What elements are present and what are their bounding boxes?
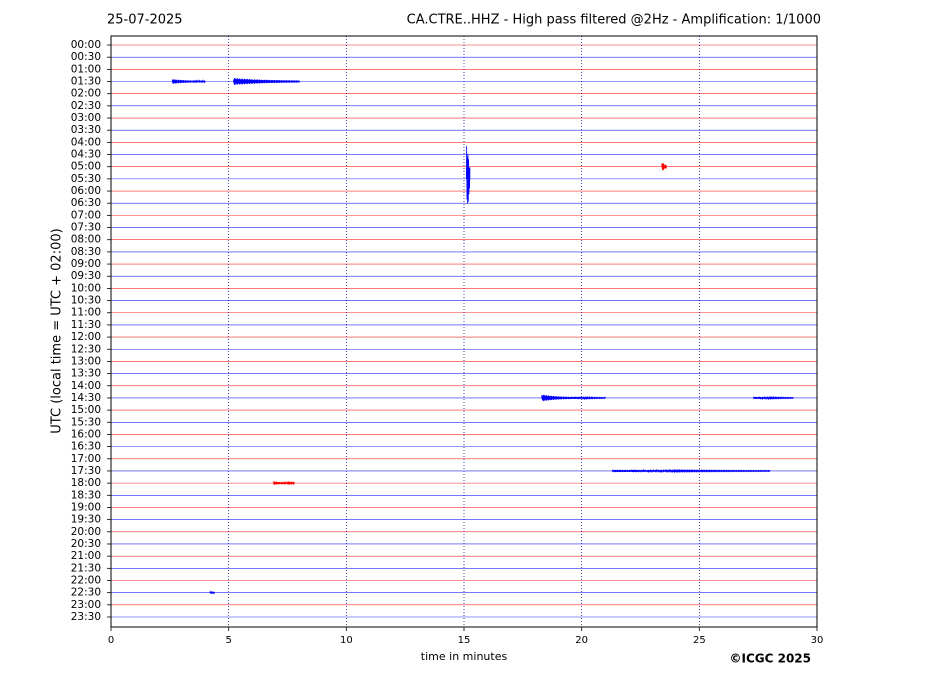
seismic-event <box>571 395 606 401</box>
seismic-event <box>611 468 771 474</box>
x-tick-label: 10 <box>340 635 353 646</box>
y-tick-label: 22:00 <box>71 574 101 586</box>
y-tick-label: 17:30 <box>71 465 101 477</box>
date: 25-07-2025 <box>107 13 183 28</box>
y-tick-label: 23:30 <box>71 611 101 623</box>
y-tick-label: 05:00 <box>71 161 101 173</box>
copyright: ©ICGC 2025 <box>729 652 811 666</box>
y-tick-label: 07:00 <box>71 209 101 221</box>
x-tick-label: 30 <box>811 635 824 646</box>
y-tick-label: 00:00 <box>71 39 101 51</box>
y-tick-label: 09:30 <box>71 270 101 282</box>
y-tick-label: 12:00 <box>71 331 101 343</box>
seismic-event <box>465 145 471 204</box>
chart-title: CA.CTRE..HHZ - High pass filtered @2Hz -… <box>407 13 821 28</box>
y-tick-label: 21:30 <box>71 562 101 574</box>
y-tick-label: 00:30 <box>71 51 101 63</box>
y-tick-label: 02:00 <box>71 88 101 100</box>
y-tick-label: 11:00 <box>71 307 101 319</box>
y-axis-label: UTC (local time = UTC + 02:00) <box>50 228 65 433</box>
seismic-event <box>541 394 573 402</box>
y-tick-label: 04:00 <box>71 136 101 148</box>
seismic-event <box>209 590 215 595</box>
y-tick-label: 01:00 <box>71 63 101 75</box>
y-tick-label: 23:00 <box>71 599 101 611</box>
seismic-event <box>753 395 794 401</box>
y-tick-label: 10:00 <box>71 282 101 294</box>
y-tick-label: 14:00 <box>71 380 101 392</box>
y-tick-label: 07:30 <box>71 222 101 234</box>
y-tick-label: 15:30 <box>71 416 101 428</box>
x-tick-label: 0 <box>108 635 114 646</box>
y-tick-label: 10:30 <box>71 295 101 307</box>
y-tick-label: 16:30 <box>71 441 101 453</box>
y-tick-label: 06:30 <box>71 197 101 209</box>
y-tick-label: 19:00 <box>71 501 101 513</box>
y-tick-label: 08:30 <box>71 246 101 258</box>
x-tick-label: 5 <box>225 635 231 646</box>
y-tick-label: 20:30 <box>71 538 101 550</box>
seismic-event <box>272 480 295 486</box>
y-tick-label: 02:30 <box>71 100 101 112</box>
seismic-event <box>171 79 206 84</box>
x-tick-label: 25 <box>693 635 706 646</box>
seismic-event <box>232 78 300 86</box>
y-tick-label: 17:00 <box>71 453 101 465</box>
y-tick-label: 15:00 <box>71 404 101 416</box>
y-tick-label: 18:30 <box>71 489 101 501</box>
y-tick-label: 18:00 <box>71 477 101 489</box>
x-axis-label: time in minutes <box>421 650 508 663</box>
y-tick-label: 08:00 <box>71 234 101 246</box>
y-tick-label: 13:00 <box>71 355 101 367</box>
y-tick-label: 11:30 <box>71 319 101 331</box>
y-tick-label: 19:30 <box>71 514 101 526</box>
x-tick-label: 20 <box>575 635 588 646</box>
y-tick-label: 03:30 <box>71 124 101 136</box>
y-tick-label: 06:00 <box>71 185 101 197</box>
y-tick-label: 20:00 <box>71 526 101 538</box>
seismic-event <box>661 163 667 171</box>
y-tick-label: 12:30 <box>71 343 101 355</box>
y-tick-label: 03:00 <box>71 112 101 124</box>
y-tick-label: 14:30 <box>71 392 101 404</box>
y-tick-label: 22:30 <box>71 587 101 599</box>
y-tick-label: 16:00 <box>71 428 101 440</box>
plot-frame <box>110 35 818 628</box>
y-tick-label: 21:00 <box>71 550 101 562</box>
y-tick-label: 01:30 <box>71 76 101 88</box>
x-tick-label: 15 <box>458 635 471 646</box>
y-tick-label: 09:00 <box>71 258 101 270</box>
y-tick-label: 13:30 <box>71 368 101 380</box>
y-tick-label: 04:30 <box>71 149 101 161</box>
y-tick-label: 05:30 <box>71 173 101 185</box>
